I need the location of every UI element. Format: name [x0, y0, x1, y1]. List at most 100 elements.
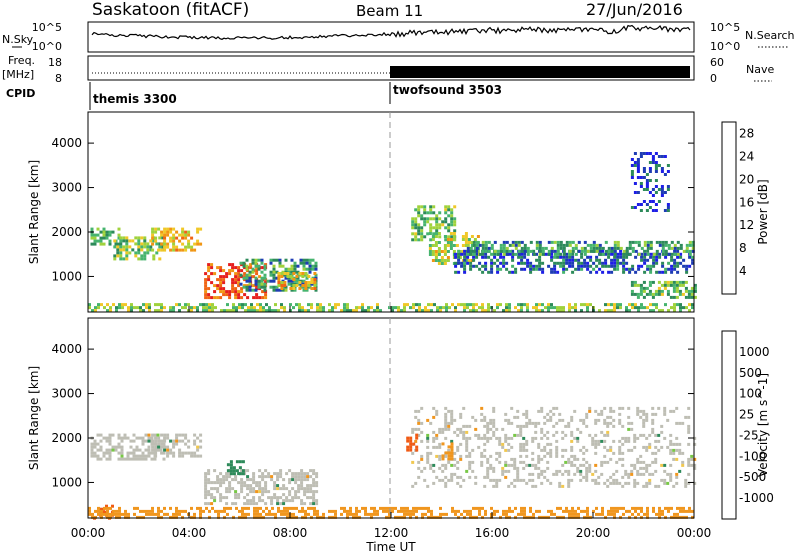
- heatmap-cell: [636, 436, 640, 440]
- heatmap-cell: [613, 267, 617, 271]
- heatmap-cell: [462, 436, 466, 440]
- heatmap-cell: [577, 258, 581, 262]
- heatmap-cell: [349, 309, 352, 313]
- heatmap-cell: [90, 454, 94, 458]
- heatmap-cell: [146, 251, 150, 255]
- heatmap-cell: [223, 515, 226, 519]
- heatmap-cell: [555, 406, 559, 410]
- heatmap-cell: [517, 303, 520, 307]
- heatmap-cell: [457, 303, 460, 307]
- heatmap-cell: [459, 415, 463, 419]
- heatmap-cell: [519, 478, 523, 482]
- heatmap-cell: [481, 240, 485, 244]
- heatmap-cell: [274, 309, 277, 313]
- heatmap-cell: [678, 289, 682, 293]
- heatmap-cell: [522, 424, 526, 428]
- heatmap-cell: [306, 475, 310, 479]
- heatmap-cell: [444, 454, 448, 458]
- heatmap-cell: [443, 244, 447, 247]
- heatmap-cell: [520, 261, 524, 265]
- heatmap-cell: [646, 512, 649, 516]
- heatmap-cell: [523, 267, 527, 271]
- heatmap-cell: [283, 512, 286, 516]
- heatmap-cell: [673, 267, 677, 271]
- heatmap-cell: [529, 249, 533, 253]
- heatmap-cell: [391, 306, 394, 310]
- heatmap-cell: [312, 481, 316, 485]
- heatmap-cell: [574, 267, 578, 271]
- heatmap-cell: [541, 252, 545, 256]
- heatmap-cell: [627, 481, 631, 485]
- heatmap-cell: [447, 424, 451, 428]
- heatmap-cell: [289, 275, 293, 278]
- heatmap-cell: [207, 481, 211, 485]
- heatmap-cell: [514, 246, 518, 250]
- heatmap-cell: [616, 246, 620, 250]
- heatmap-cell: [178, 448, 182, 452]
- heatmap-cell: [496, 509, 499, 513]
- heatmap-cell: [579, 478, 583, 482]
- heatmap-cell: [105, 451, 109, 455]
- heatmap-cell: [119, 236, 123, 240]
- heatmap-cell: [652, 509, 655, 513]
- heatmap-cell: [283, 309, 286, 313]
- heatmap-cell: [133, 512, 136, 516]
- heatmap-cell: [229, 472, 233, 476]
- heatmap-cell: [254, 276, 258, 280]
- heatmap-cell: [630, 206, 634, 209]
- heatmap-cell: [228, 475, 232, 479]
- heatmap-cell: [564, 460, 568, 464]
- heatmap-cell: [373, 509, 376, 513]
- heatmap-cell: [622, 261, 626, 265]
- heatmap-cell: [693, 295, 697, 299]
- heatmap-cell: [379, 309, 382, 313]
- heatmap-cell: [648, 472, 652, 476]
- heatmap-cell: [420, 421, 424, 425]
- heatmap-cell: [519, 433, 523, 437]
- heatmap-cell: [450, 217, 454, 221]
- heatmap-cell: [649, 252, 653, 256]
- heatmap-cell: [516, 478, 520, 482]
- heatmap-cell: [670, 240, 674, 244]
- heatmap-cell: [144, 448, 148, 452]
- heatmap-cell: [235, 460, 239, 464]
- heatmap-cell: [601, 246, 605, 250]
- heatmap-cell: [490, 261, 494, 265]
- heatmap-cell: [663, 412, 667, 416]
- heatmap-cell: [160, 515, 163, 519]
- heatmap-cell: [505, 267, 509, 271]
- heatmap-cell: [693, 286, 697, 290]
- heatmap-cell: [570, 445, 574, 449]
- heatmap-cell: [651, 451, 655, 455]
- heatmap-cell: [431, 250, 435, 253]
- heatmap-cell: [288, 499, 292, 503]
- heatmap-cell: [676, 303, 679, 307]
- heatmap-cell: [639, 182, 643, 185]
- heatmap-cell: [538, 509, 541, 513]
- heatmap-cell: [256, 515, 259, 519]
- heatmap-cell: [652, 309, 655, 313]
- heatmap-cell: [406, 436, 410, 440]
- heatmap-cell: [151, 233, 155, 237]
- heatmap-cell: [538, 303, 541, 307]
- heatmap-cell: [298, 309, 301, 313]
- heatmap-cell: [457, 249, 461, 253]
- heatmap-cell: [510, 436, 514, 440]
- freq-tick-right-high: 60: [710, 56, 724, 69]
- heatmap-cell: [190, 515, 193, 519]
- heatmap-cell: [490, 252, 494, 256]
- heatmap-cell: [666, 280, 670, 284]
- heatmap-cell: [252, 478, 256, 482]
- heatmap-cell: [672, 280, 676, 284]
- heatmap-cell: [501, 469, 505, 473]
- heatmap-cell: [322, 306, 325, 310]
- heatmap-cell: [109, 506, 112, 510]
- heatmap-cell: [618, 421, 622, 425]
- heatmap-cell: [678, 283, 682, 287]
- heatmap-cell: [172, 233, 176, 237]
- heatmap-cell: [483, 433, 487, 437]
- heatmap-cell: [525, 412, 529, 416]
- heatmap-cell: [246, 484, 250, 488]
- heatmap-cell: [468, 454, 472, 458]
- heatmap-cell: [633, 182, 637, 185]
